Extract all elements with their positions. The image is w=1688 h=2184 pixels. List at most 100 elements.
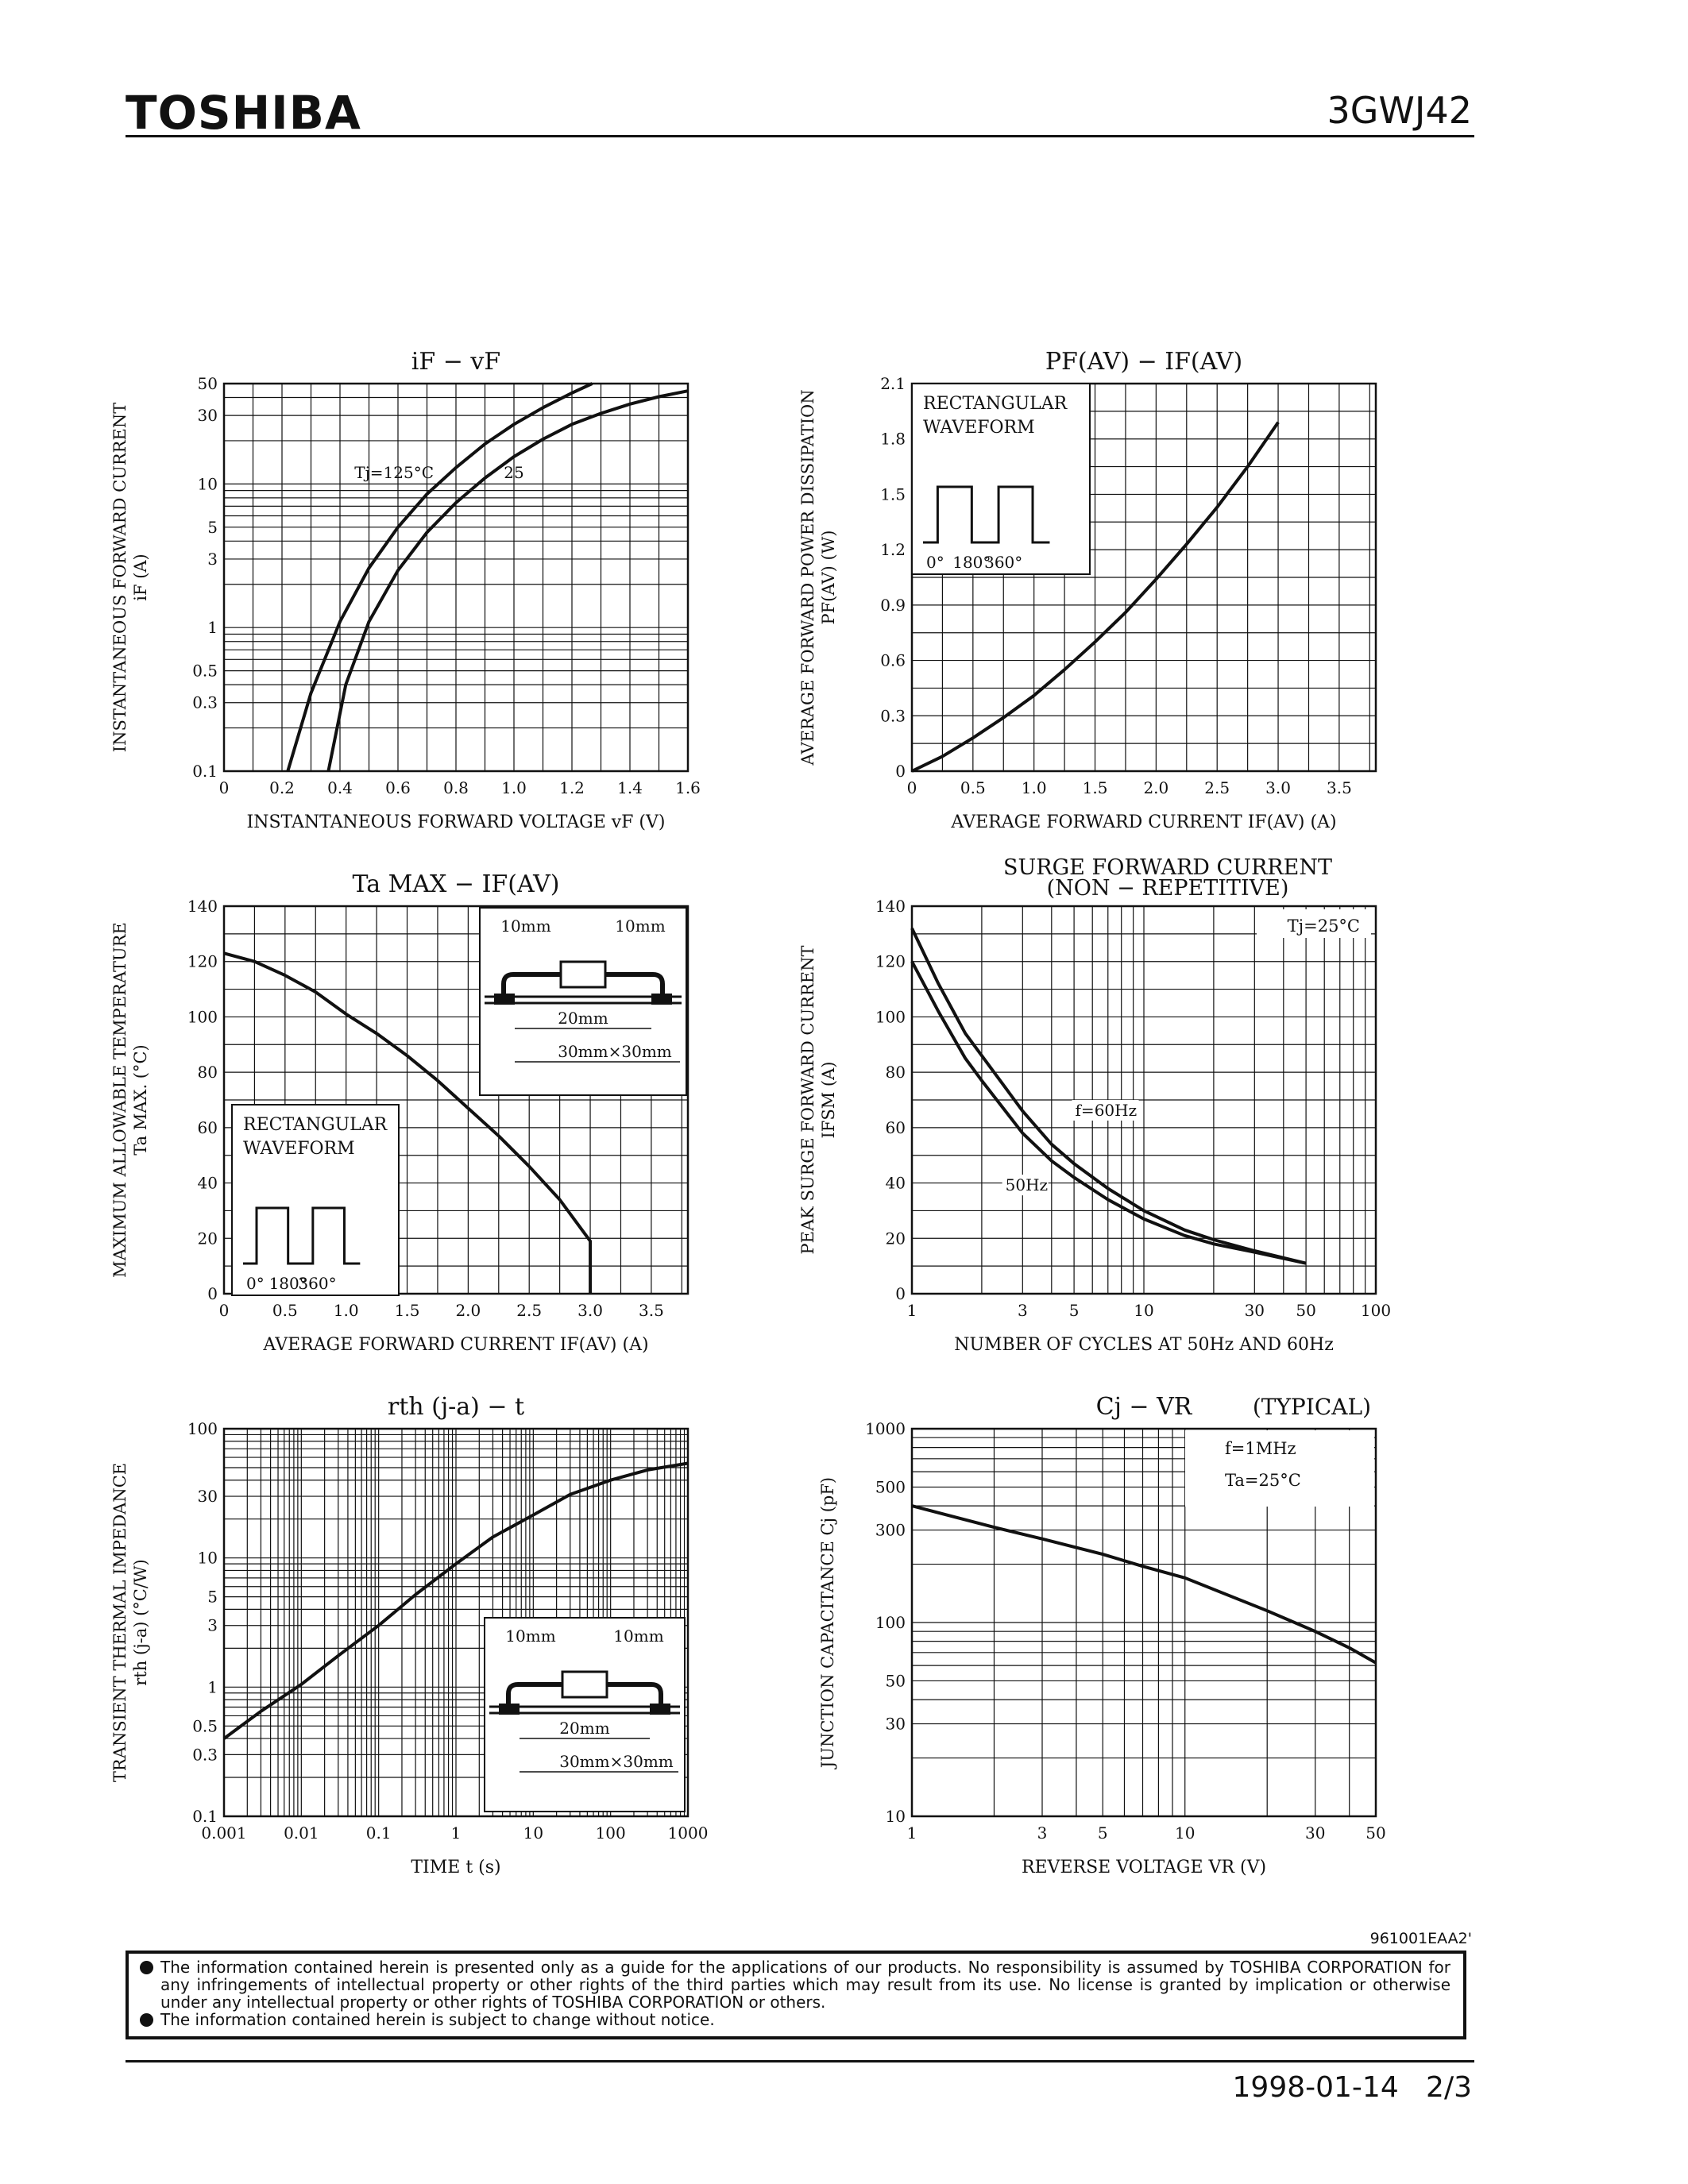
x-tick-label: 1.0 — [1022, 778, 1047, 797]
x-tick-label: 10 — [1175, 1823, 1195, 1843]
y-tick-label: 0.1 — [192, 762, 218, 781]
x-tick-label: 0 — [219, 778, 230, 797]
disclaimer-item: The information contained herein is pres… — [140, 1958, 1450, 2011]
disclaimer-box: The information contained herein is pres… — [126, 1951, 1466, 2039]
x-tick-label: 0.1 — [366, 1823, 392, 1843]
label-backdrop — [1185, 1430, 1374, 1507]
x-tick-label: 3.0 — [1265, 778, 1291, 797]
series-line-1 — [223, 951, 593, 1294]
y-axis-label: rth (j-a) (°C/W) — [131, 1559, 150, 1685]
chart-title: SURGE FORWARD CURRENT — [1003, 855, 1332, 880]
chart-title: (NON − REPETITIVE) — [1047, 876, 1289, 901]
chart-surge: 1 3 5 10 30 50 100 0 20 40 60 80 100 120 140 NUMBER OF … — [798, 855, 1391, 1355]
plot-frame — [222, 905, 689, 1295]
y-tick-label: 80 — [198, 1063, 218, 1082]
label-backdrop — [1072, 1100, 1139, 1121]
x-tick-label: 2.0 — [455, 1301, 481, 1320]
label-backdrop — [1257, 909, 1371, 938]
y-tick-label: 0.3 — [880, 706, 906, 725]
wave-label: 360° — [298, 1274, 336, 1293]
x-tick-label: 50 — [1296, 1301, 1315, 1320]
wave-label: 0° — [926, 553, 944, 572]
y-tick-label: 3 — [207, 550, 218, 569]
x-tick-label: 1 — [907, 1823, 917, 1843]
plot-frame — [910, 1427, 1377, 1818]
y-tick-label: 10 — [198, 1549, 218, 1568]
x-tick-label: 3.5 — [639, 1301, 664, 1320]
chart-title: PF(AV) − IF(AV) — [1045, 348, 1242, 376]
company-logo: TOSHIBA — [126, 86, 361, 140]
series-line-2 — [326, 389, 689, 772]
x-tick-label: 2.5 — [516, 1301, 542, 1320]
y-tick-label: 0.9 — [880, 596, 906, 615]
x-tick-label: 5 — [1069, 1301, 1080, 1320]
plot-frame — [910, 905, 1377, 1295]
header-divider — [126, 135, 1474, 137]
x-tick-label: 5 — [1098, 1823, 1108, 1843]
y-tick-label: 0.5 — [192, 1716, 218, 1735]
x-tick-label: 0 — [907, 778, 917, 797]
y-axis-label: INSTANTANEOUS FORWARD CURRENT — [110, 403, 129, 752]
y-tick-label: 20 — [198, 1229, 218, 1248]
y-tick-label: 100 — [187, 1007, 218, 1026]
x-tick-label: 3 — [1018, 1301, 1028, 1320]
y-tick-label: 0.3 — [192, 1745, 218, 1764]
inset-frame — [911, 383, 1091, 575]
disclaimer-item: The information contained herein is subj… — [140, 2011, 1450, 2028]
condition-label: Ta=25°C — [1225, 1471, 1301, 1490]
x-axis-label: AVERAGE FORWARD CURRENT IF(AV) (A) — [950, 812, 1336, 832]
y-tick-label: 30 — [198, 1487, 218, 1506]
x-tick-label: 1 — [451, 1823, 462, 1843]
lead-wire-icon — [501, 972, 665, 1003]
x-tick-label: 0.5 — [960, 778, 986, 797]
x-tick-label: 2.5 — [1204, 778, 1230, 797]
y-tick-label: 40 — [886, 1174, 906, 1193]
y-tick-label: 0.3 — [192, 693, 218, 712]
x-tick-label: 1.5 — [395, 1301, 420, 1320]
dimension-label: 10mm — [500, 916, 550, 936]
x-tick-label: 1.6 — [675, 778, 701, 797]
y-tick-label: 5 — [207, 518, 218, 537]
chart-title: iF − vF — [411, 348, 500, 376]
plot-frame — [222, 1427, 689, 1818]
x-axis-label: REVERSE VOLTAGE VR (V) — [1022, 1858, 1266, 1877]
dimension-label: 30mm×30mm — [558, 1042, 672, 1061]
y-tick-label: 20 — [886, 1229, 906, 1248]
x-tick-label: 0.01 — [284, 1823, 319, 1843]
y-tick-label: 40 — [198, 1174, 218, 1193]
y-tick-label: 30 — [886, 1715, 906, 1734]
y-axis-label: PEAK SURGE FORWARD CURRENT — [798, 946, 817, 1255]
pad-icon — [651, 994, 672, 1005]
chart-ta_if: 0 0.5 1.0 1.5 2.0 2.5 3.0 3.5 0 20 40 60 80 100 120 140… — [110, 870, 689, 1355]
series-line-1 — [222, 1461, 689, 1740]
y-tick-label: 100 — [875, 1613, 906, 1632]
chart-pf_if: 0 0.5 1.0 1.5 2.0 2.5 3.0 3.5 0 0.3 0.6 0.9 1.2 1.5 1.… — [798, 348, 1377, 832]
chart-cj_vr: 1 3 5 10 30 50 10 30 50 100 300 500 1000 REVERSE VOLT… — [818, 1393, 1386, 1877]
pad-icon — [499, 1704, 520, 1715]
series-line-2 — [910, 960, 1307, 1265]
diode-body-icon — [559, 960, 607, 989]
x-tick-label: 0.6 — [385, 778, 411, 797]
chart-if_vf: 0 0.2 0.4 0.6 0.8 1.0 1.2 1.4 1.6 0.1 0.3 0.5 1 3 5 10 3… — [110, 348, 701, 832]
x-tick-label: 1.0 — [501, 778, 527, 797]
y-tick-label: 0 — [895, 1284, 906, 1303]
dimension-label: 30mm×30mm — [559, 1752, 674, 1771]
pad-icon — [494, 994, 515, 1005]
inset-label: WAVEFORM — [923, 418, 1035, 438]
y-axis-label: MAXIMUM ALLOWABLE TEMPERATURE — [110, 922, 129, 1278]
y-tick-label: 0 — [895, 762, 906, 781]
x-tick-label: 50 — [1365, 1823, 1385, 1843]
dimension-label: 20mm — [559, 1719, 609, 1738]
series-line-1 — [286, 382, 593, 772]
chart-rth_t: 0.001 0.01 0.1 1 10 100 1000 0.1 0.3 0.5 1 3 5 10 30 10… — [110, 1393, 708, 1877]
x-tick-label: 0.2 — [269, 778, 295, 797]
document-code: 961001EAA2' — [1369, 1930, 1472, 1947]
x-tick-label: 1000 — [668, 1823, 709, 1843]
y-tick-label: 140 — [875, 897, 906, 916]
x-tick-label: 1.5 — [1083, 778, 1108, 797]
x-tick-label: 0.4 — [327, 778, 353, 797]
lead-wire-icon — [506, 1682, 663, 1713]
